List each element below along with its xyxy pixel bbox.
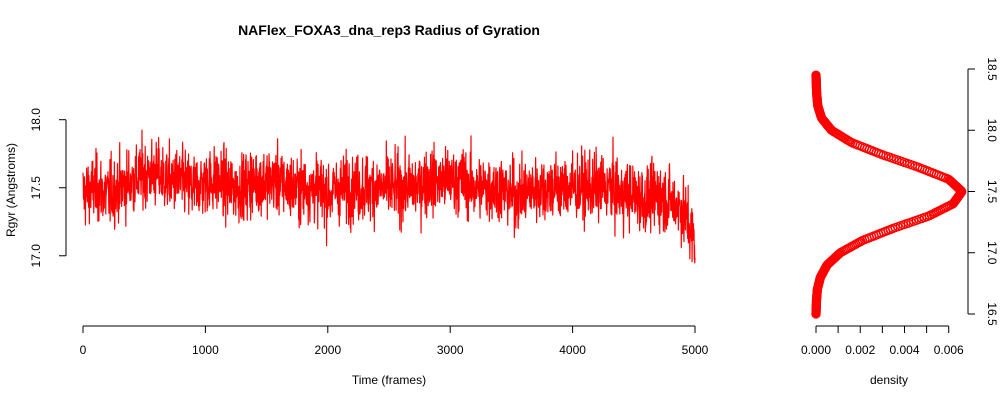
density-x-tick-label: 0.006 (934, 343, 964, 357)
y-tick-label: 18.0 (29, 108, 43, 132)
chart-title: NAFlex_FOXA3_dna_rep3 Radius of Gyration (238, 22, 540, 38)
y-tick-label: 17.5 (29, 176, 43, 200)
density-y-tick-label: 18.5 (985, 57, 999, 81)
timeseries-plot: 0 1000 2000 3000 4000 5000 17.0 17.5 18.0 (29, 108, 709, 357)
y-axis-title: Rgyr (Angstroms) (4, 143, 18, 237)
density-plot: 0.000 0.002 0.004 0.006 16.5 17.0 17.5 18.0 18.5 (801, 57, 999, 357)
density-point (811, 70, 821, 80)
x-axis-title: Time (frames) (352, 373, 426, 387)
density-y-tick-label: 17.5 (985, 180, 999, 204)
x-tick-label: 3000 (437, 343, 464, 357)
density-y-tick-label: 17.0 (985, 241, 999, 265)
x-tick-label: 4000 (559, 343, 586, 357)
density-x-tick-label: 0.004 (889, 343, 919, 357)
x-tick-label: 5000 (682, 343, 709, 357)
y-tick-label: 17.0 (29, 244, 43, 268)
density-y-tick-label: 18.0 (985, 119, 999, 143)
density-x-tick-label: 0.002 (845, 343, 875, 357)
density-axis-title: density (870, 373, 908, 387)
x-tick-label: 1000 (192, 343, 219, 357)
density-point (945, 176, 956, 186)
x-tick-label: 2000 (314, 343, 341, 357)
rgyr-series-line (82, 129, 696, 264)
density-y-tick-label: 16.5 (985, 302, 999, 326)
density-x-tick-label: 0.000 (801, 343, 831, 357)
x-tick-label: 0 (80, 343, 87, 357)
